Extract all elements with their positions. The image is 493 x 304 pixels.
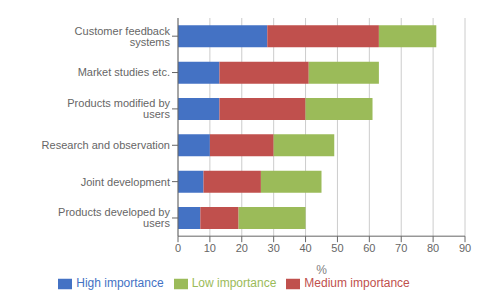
svg-text:50: 50	[331, 242, 343, 254]
svg-text:Customer feedbacksystems: Customer feedbacksystems	[75, 25, 171, 48]
svg-text:40: 40	[299, 242, 311, 254]
html-text:High importance: High importance	[76, 276, 164, 291]
svg-text:Products developed byusers: Products developed byusers	[58, 206, 170, 229]
svg-text:0: 0	[175, 242, 181, 254]
html-text:Medium importance: Medium importance	[304, 276, 410, 291]
svg-text:90: 90	[459, 242, 471, 254]
svg-text:20: 20	[236, 242, 248, 254]
svg-text:Market studies etc.: Market studies etc.	[78, 66, 170, 78]
svg-text:30: 30	[268, 242, 280, 254]
svg-text:80: 80	[427, 242, 439, 254]
svg-text:Research and observation: Research and observation	[42, 139, 170, 151]
svg-text:%: %	[316, 263, 327, 277]
svg-text:70: 70	[395, 242, 407, 254]
svg-text:Products modified byusers: Products modified byusers	[67, 97, 170, 120]
html-text:Low importance: Low importance	[191, 276, 277, 291]
svg-text:10: 10	[204, 242, 216, 254]
svg-text:Joint development: Joint development	[81, 176, 170, 188]
svg-text:60: 60	[363, 242, 375, 254]
